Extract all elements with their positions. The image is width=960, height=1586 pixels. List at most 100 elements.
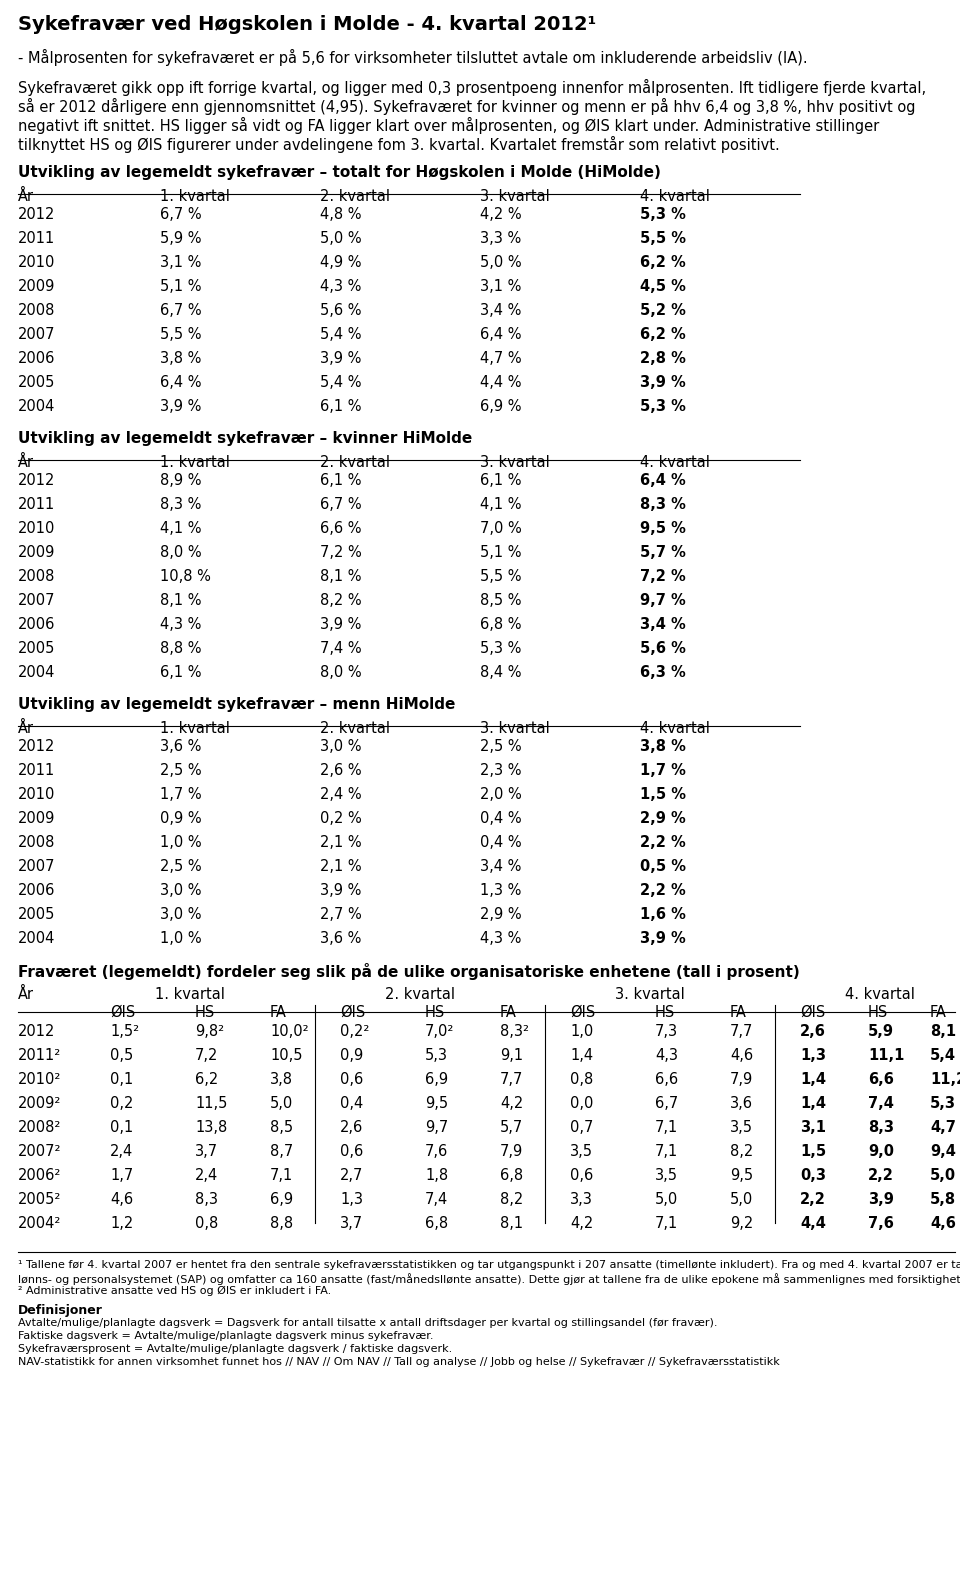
Text: 0,2 %: 0,2 %: [320, 810, 362, 826]
Text: 1,6 %: 1,6 %: [640, 907, 685, 921]
Text: År: År: [18, 189, 34, 205]
Text: 2008: 2008: [18, 303, 56, 319]
Text: 3,9 %: 3,9 %: [320, 883, 361, 898]
Text: 4,1 %: 4,1 %: [480, 496, 521, 512]
Text: 6,7 %: 6,7 %: [320, 496, 362, 512]
Text: 4,6: 4,6: [930, 1216, 956, 1231]
Text: Sykefravær ved Høgskolen i Molde - 4. kvartal 2012¹: Sykefravær ved Høgskolen i Molde - 4. kv…: [18, 14, 596, 33]
Text: 11,1: 11,1: [868, 1048, 904, 1063]
Text: 7,4 %: 7,4 %: [320, 641, 362, 657]
Text: 3. kvartal: 3. kvartal: [480, 455, 550, 469]
Text: 0,4 %: 0,4 %: [480, 834, 521, 850]
Text: 5,7 %: 5,7 %: [640, 546, 685, 560]
Text: 2,5 %: 2,5 %: [160, 763, 202, 779]
Text: 5,0: 5,0: [655, 1193, 679, 1207]
Text: 2007: 2007: [18, 327, 56, 343]
Text: 2010: 2010: [18, 520, 56, 536]
Text: 5,0 %: 5,0 %: [320, 232, 362, 246]
Text: 0,2²: 0,2²: [340, 1025, 370, 1039]
Text: 3,0 %: 3,0 %: [320, 739, 362, 753]
Text: 3,9 %: 3,9 %: [640, 374, 685, 390]
Text: 2,6: 2,6: [340, 1120, 363, 1136]
Text: 4,5 %: 4,5 %: [640, 279, 685, 293]
Text: 6,6 %: 6,6 %: [320, 520, 362, 536]
Text: 2005: 2005: [18, 641, 56, 657]
Text: 6,1 %: 6,1 %: [160, 665, 202, 680]
Text: 6,1 %: 6,1 %: [320, 473, 362, 488]
Text: 2004: 2004: [18, 665, 56, 680]
Text: 7,3: 7,3: [655, 1025, 678, 1039]
Text: 2. kvartal: 2. kvartal: [385, 986, 455, 1002]
Text: 2011: 2011: [18, 763, 56, 779]
Text: 2,8 %: 2,8 %: [640, 351, 685, 366]
Text: - Målprosenten for sykefraværet er på 5,6 for virksomheter tilsluttet avtale om : - Målprosenten for sykefraværet er på 5,…: [18, 49, 807, 67]
Text: 2011: 2011: [18, 496, 56, 512]
Text: 3,0 %: 3,0 %: [160, 883, 202, 898]
Text: 3,3: 3,3: [570, 1193, 593, 1207]
Text: 6,8 %: 6,8 %: [480, 617, 521, 631]
Text: 3. kvartal: 3. kvartal: [615, 986, 684, 1002]
Text: ØIS: ØIS: [570, 1006, 595, 1020]
Text: 7,6: 7,6: [425, 1144, 448, 1159]
Text: 2005: 2005: [18, 907, 56, 921]
Text: 2,9 %: 2,9 %: [640, 810, 685, 826]
Text: 5,5 %: 5,5 %: [160, 327, 202, 343]
Text: 7,2: 7,2: [195, 1048, 218, 1063]
Text: 6,1 %: 6,1 %: [480, 473, 521, 488]
Text: 2006: 2006: [18, 883, 56, 898]
Text: 0,8: 0,8: [195, 1216, 218, 1231]
Text: 2011²: 2011²: [18, 1048, 61, 1063]
Text: 6,7 %: 6,7 %: [160, 303, 202, 319]
Text: 2,7: 2,7: [340, 1167, 364, 1183]
Text: 2005²: 2005²: [18, 1193, 61, 1207]
Text: 5,9: 5,9: [868, 1025, 894, 1039]
Text: 2,6: 2,6: [800, 1025, 826, 1039]
Text: 8,3: 8,3: [868, 1120, 894, 1136]
Text: 4,3 %: 4,3 %: [480, 931, 521, 945]
Text: 9,2: 9,2: [730, 1216, 754, 1231]
Text: 7,4: 7,4: [868, 1096, 894, 1112]
Text: 5,5 %: 5,5 %: [640, 232, 686, 246]
Text: 3,8: 3,8: [270, 1072, 293, 1086]
Text: 4. kvartal: 4. kvartal: [640, 189, 709, 205]
Text: 8,1 %: 8,1 %: [160, 593, 202, 607]
Text: 1,0: 1,0: [570, 1025, 593, 1039]
Text: 2006: 2006: [18, 617, 56, 631]
Text: 5,0: 5,0: [730, 1193, 754, 1207]
Text: 1,3: 1,3: [340, 1193, 363, 1207]
Text: 3,6 %: 3,6 %: [160, 739, 202, 753]
Text: 6,8: 6,8: [500, 1167, 523, 1183]
Text: 9,8²: 9,8²: [195, 1025, 224, 1039]
Text: 1,5²: 1,5²: [110, 1025, 139, 1039]
Text: 8,8 %: 8,8 %: [160, 641, 202, 657]
Text: 2010²: 2010²: [18, 1072, 61, 1086]
Text: 9,1: 9,1: [500, 1048, 523, 1063]
Text: 3,1: 3,1: [800, 1120, 826, 1136]
Text: 4,3: 4,3: [655, 1048, 678, 1063]
Text: 6,4 %: 6,4 %: [160, 374, 202, 390]
Text: 6,1 %: 6,1 %: [320, 400, 362, 414]
Text: lønns- og personalsystemet (SAP) og omfatter ca 160 ansatte (fast/månedsllønte a: lønns- og personalsystemet (SAP) og omfa…: [18, 1274, 960, 1285]
Text: 7,9: 7,9: [730, 1072, 754, 1086]
Text: Utvikling av legemeldt sykefravær – kvinner HiMolde: Utvikling av legemeldt sykefravær – kvin…: [18, 431, 472, 446]
Text: negativt ift snittet. HS ligger så vidt og FA ligger klart over målprosenten, og: negativt ift snittet. HS ligger så vidt …: [18, 117, 879, 133]
Text: 2,0 %: 2,0 %: [480, 787, 521, 803]
Text: 6,6: 6,6: [868, 1072, 894, 1086]
Text: 3,4 %: 3,4 %: [480, 303, 521, 319]
Text: 4,2 %: 4,2 %: [480, 208, 521, 222]
Text: 8,2: 8,2: [500, 1193, 523, 1207]
Text: 0,7: 0,7: [570, 1120, 593, 1136]
Text: 5,0: 5,0: [270, 1096, 293, 1112]
Text: 5,3: 5,3: [425, 1048, 448, 1063]
Text: 4,4: 4,4: [800, 1216, 826, 1231]
Text: 1. kvartal: 1. kvartal: [160, 189, 229, 205]
Text: 6,9: 6,9: [270, 1193, 293, 1207]
Text: 2009: 2009: [18, 279, 56, 293]
Text: 2012: 2012: [18, 1025, 56, 1039]
Text: 1,0 %: 1,0 %: [160, 931, 202, 945]
Text: 4,1 %: 4,1 %: [160, 520, 202, 536]
Text: 0,1: 0,1: [110, 1120, 133, 1136]
Text: 0,6: 0,6: [340, 1072, 363, 1086]
Text: 7,0 %: 7,0 %: [480, 520, 521, 536]
Text: 8,3 %: 8,3 %: [160, 496, 202, 512]
